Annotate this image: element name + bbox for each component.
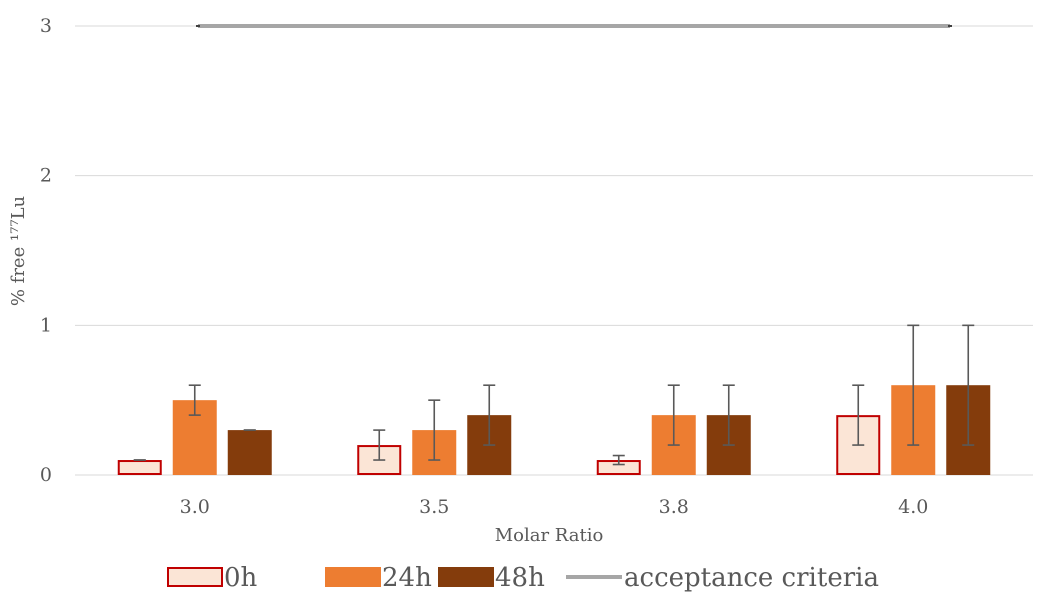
error-bar-24h-3.0 xyxy=(188,384,201,416)
y-tick-label: 0 xyxy=(40,464,52,486)
legend-swatch-0h xyxy=(167,567,223,587)
bar-48h-3.0 xyxy=(227,430,272,475)
y-axis-tick-labels: 0 1 2 3 xyxy=(40,15,52,486)
legend-label-0h: 0h xyxy=(224,563,258,593)
error-bar-24h-3.8 xyxy=(667,384,680,446)
bar-0h-3.0 xyxy=(117,460,162,475)
y-tick-label: 2 xyxy=(40,165,52,187)
error-bar-24h-4.0 xyxy=(907,324,920,446)
x-tick-label: 3.0 xyxy=(180,496,210,518)
error-bar-48h-3.8 xyxy=(722,384,735,446)
error-bar-0h-3.5 xyxy=(373,429,386,461)
legend: 0h 24h 48h acceptance criteria xyxy=(167,563,879,593)
x-axis-title: Molar Ratio xyxy=(495,525,604,546)
legend-label-acceptance-criteria: acceptance criteria xyxy=(624,563,879,593)
gridlines xyxy=(75,25,1033,476)
error-bar-24h-3.5 xyxy=(428,399,441,461)
x-axis-tick-labels: 3.0 3.5 3.8 4.0 xyxy=(180,496,929,518)
y-tick-label: 3 xyxy=(40,15,52,37)
legend-swatch-48h xyxy=(438,567,494,587)
legend-label-24h: 24h xyxy=(382,563,432,593)
error-bars xyxy=(133,324,975,466)
y-tick-label: 1 xyxy=(40,314,52,336)
legend-label-48h: 48h xyxy=(495,563,545,593)
error-bar-48h-4.0 xyxy=(962,324,975,446)
x-tick-label: 4.0 xyxy=(898,496,928,518)
x-tick-label: 3.5 xyxy=(419,496,449,518)
error-bar-0h-4.0 xyxy=(852,384,865,446)
error-bar-0h-3.8 xyxy=(612,454,625,466)
legend-swatch-24h xyxy=(325,567,381,587)
y-axis-title: % free ¹⁷⁷Lu xyxy=(8,196,29,306)
x-tick-label: 3.8 xyxy=(659,496,689,518)
error-bar-48h-3.5 xyxy=(483,384,496,446)
